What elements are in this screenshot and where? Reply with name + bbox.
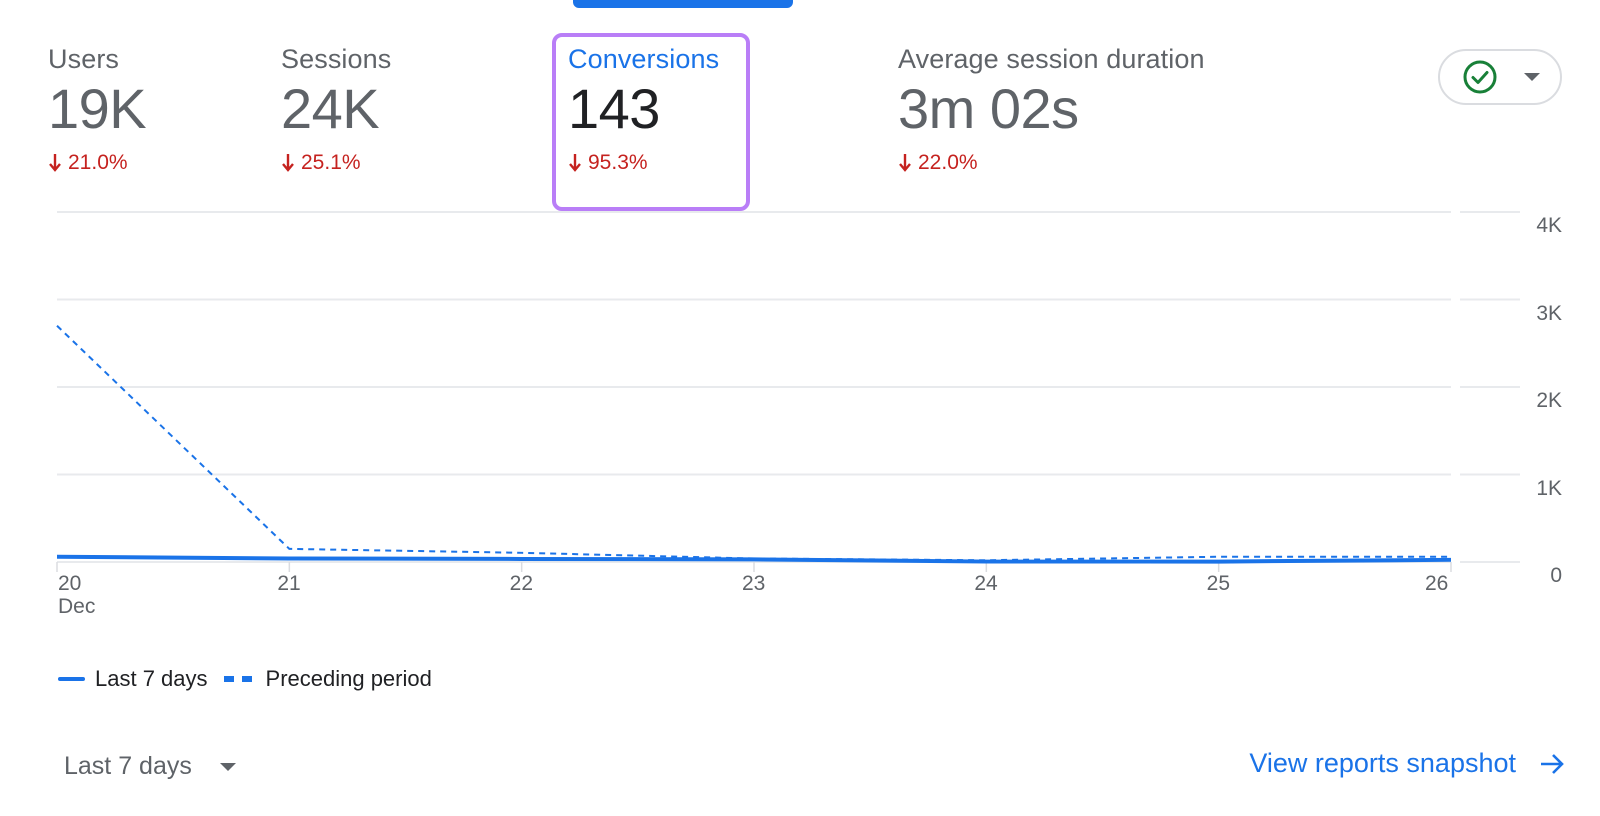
metric-value: 3m 02s [898, 77, 1079, 140]
metric-delta: 21.0% [48, 151, 146, 175]
x-tick-label: 23 [742, 572, 766, 595]
x-tick-label: 21 [277, 572, 301, 595]
x-tick-label: 20 Dec [58, 572, 96, 619]
caret-down-icon [219, 762, 236, 771]
metric-label: Average session duration [898, 44, 1205, 74]
y-tick-label: 4K [1536, 214, 1562, 237]
delta-value: 22.0% [918, 151, 978, 174]
arrow-down-icon [569, 154, 581, 172]
delta-value: 21.0% [68, 151, 128, 174]
x-tick-label: 24 [974, 572, 998, 595]
solid-line-swatch [58, 677, 85, 681]
legend-item-preceding-period[interactable]: Preceding period [223, 666, 432, 692]
x-tick-label: 26 [1425, 572, 1449, 595]
x-tick-label: 22 [509, 572, 534, 595]
delta-value: 95.3% [588, 151, 648, 174]
metric-label: Users [48, 44, 120, 74]
chart-legend: Last 7 days Preceding period [58, 666, 448, 692]
metric-value: 143 [568, 77, 660, 140]
delta-value: 25.1% [301, 151, 361, 174]
metric-users[interactable]: Users 19K 21.0% [48, 44, 147, 175]
arrow-right-icon [1541, 753, 1564, 774]
date-range-dropdown[interactable]: Last 7 days [64, 752, 236, 781]
metric-sessions[interactable]: Sessions 24K 25.1% [281, 44, 391, 175]
metric-delta: 95.3% [568, 151, 719, 175]
date-range-label: Last 7 days [64, 752, 192, 780]
active-tab-indicator[interactable] [573, 0, 793, 8]
series-preceding-period [56, 325, 1451, 562]
dashed-line-swatch [223, 676, 252, 682]
chart-canvas [56, 211, 1520, 572]
link-label: View reports snapshot [1249, 748, 1516, 778]
y-tick-label: 2K [1536, 389, 1562, 412]
legend-item-last-7-days[interactable]: Last 7 days [58, 666, 208, 692]
metric-label: Conversions [568, 44, 720, 74]
check-circle-icon [1462, 59, 1498, 95]
line-chart: 4K 3K 2K 1K 0 20 Dec 21 22 23 24 25 26 [0, 200, 1600, 640]
x-tick-label: 25 [1206, 572, 1231, 595]
legend-label: Last 7 days [95, 666, 208, 691]
view-reports-snapshot-link[interactable]: View reports snapshot [1249, 748, 1566, 779]
legend-label: Preceding period [265, 666, 432, 691]
y-tick-label: 0 [1550, 564, 1562, 587]
arrow-down-icon [282, 154, 294, 172]
metric-value: 19K [48, 77, 147, 140]
arrow-down-icon [49, 154, 61, 172]
y-tick-label: 1K [1536, 476, 1562, 500]
arrow-down-icon [899, 154, 911, 172]
selected-metric-highlight [552, 33, 750, 211]
metric-value: 24K [281, 77, 380, 140]
metric-delta: 22.0% [898, 151, 1205, 175]
y-tick-label: 3K [1536, 301, 1562, 325]
metric-conversions[interactable]: Conversions 143 95.3% [568, 44, 719, 175]
metric-delta: 25.1% [281, 151, 391, 175]
metric-label: Sessions [281, 44, 392, 74]
status-dropdown-button[interactable] [1438, 49, 1562, 105]
caret-down-icon [1524, 73, 1540, 81]
metric-average-session-duration[interactable]: Average session duration 3m 02s 22.0% [898, 44, 1205, 175]
